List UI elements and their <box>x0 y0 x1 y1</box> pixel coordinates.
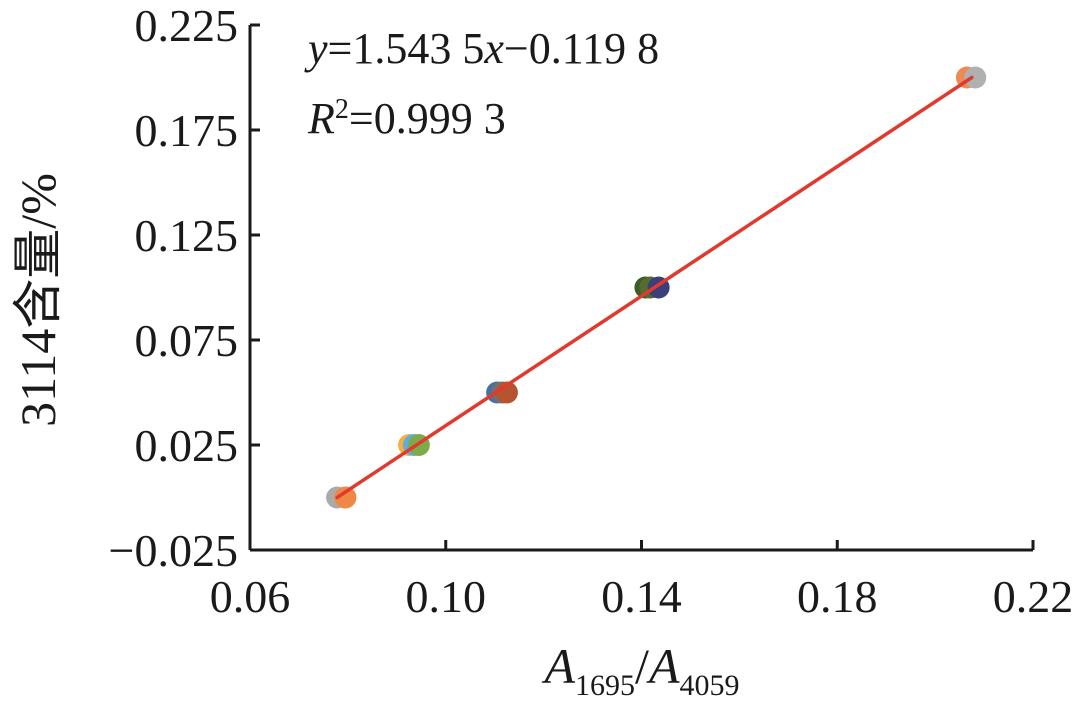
equation-y: y <box>304 24 328 73</box>
y-tick-label: 0.175 <box>135 105 239 156</box>
y-tick-label: 0.225 <box>135 0 239 51</box>
x-tick-label: 0.14 <box>601 571 682 622</box>
y-tick-label: −0.025 <box>109 525 238 576</box>
y-tick-label: 0.125 <box>135 210 239 261</box>
x-label-sub2: 4059 <box>680 669 740 702</box>
x-label-slash: / <box>635 638 649 694</box>
equation-annotation: y=1.543 5x−0.119 8 <box>304 24 659 73</box>
r2-annotation: R2=0.999 3 <box>307 94 506 144</box>
data-point <box>964 66 987 89</box>
equation-part2: −0.119 8 <box>504 24 659 73</box>
r2-superscript: 2 <box>335 94 349 125</box>
x-axis-label: A1695/A4059 <box>542 638 740 702</box>
data-point <box>334 486 357 509</box>
x-tick-label: 0.06 <box>210 571 291 622</box>
r2-value: =0.999 3 <box>349 94 506 143</box>
x-label-sub1: 1695 <box>575 669 635 702</box>
x-tick-label: 0.10 <box>406 571 487 622</box>
equation-x: x <box>483 24 504 73</box>
x-tick-label: 0.18 <box>797 571 878 622</box>
y-ticks: −0.025 0.025 0.075 0.125 0.175 0.225 <box>109 0 260 576</box>
r2-r: R <box>307 94 335 143</box>
equation-part1: =1.543 5 <box>328 24 485 73</box>
y-tick-label: 0.025 <box>135 420 239 471</box>
x-ticks: 0.06 0.10 0.14 0.18 0.22 <box>210 540 1074 622</box>
fit-line <box>335 75 974 500</box>
y-axis-label: 3114含量/% <box>10 173 66 427</box>
fit-line-group <box>335 75 974 500</box>
x-label-a1: A <box>542 638 576 694</box>
x-tick-label: 0.22 <box>993 571 1074 622</box>
x-label-a2: A <box>646 638 680 694</box>
y-tick-label: 0.075 <box>135 315 239 366</box>
